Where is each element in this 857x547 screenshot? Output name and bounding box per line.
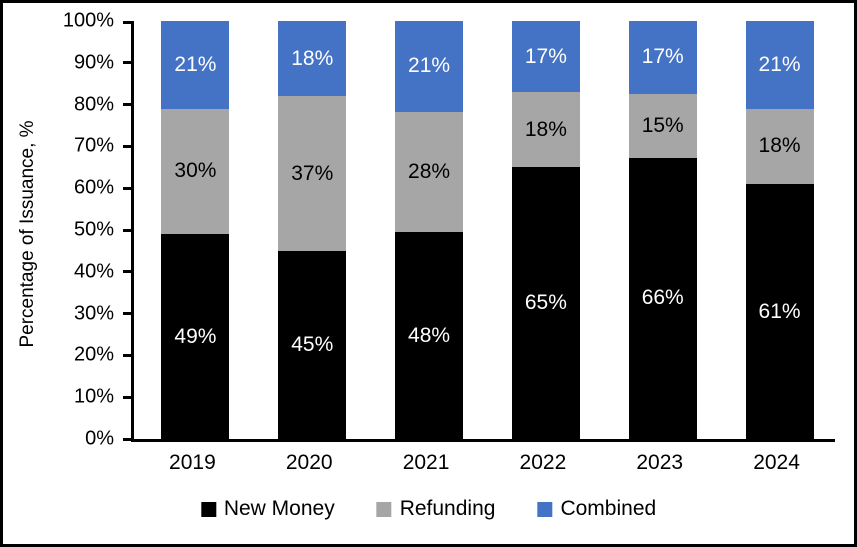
- data-label: 48%: [408, 323, 451, 347]
- y-axis-tick: [123, 21, 131, 24]
- bar-slot-2019: 21% 30% 49%: [137, 21, 254, 439]
- bar-slot-2023: 17% 15% 66%: [604, 21, 721, 439]
- y-axis-tick: [123, 395, 131, 399]
- legend-item-combined: Combined: [537, 497, 656, 521]
- bar-segment-refunding-2019: 30%: [161, 108, 230, 235]
- legend-label: Refunding: [399, 497, 496, 520]
- data-label: 21%: [174, 52, 217, 76]
- bar-2022: 17% 18% 65%: [511, 21, 580, 439]
- data-label: 17%: [641, 45, 684, 69]
- y-axis-tick-label: 10%: [73, 385, 114, 408]
- data-label: 21%: [758, 52, 801, 76]
- y-axis-tick: [123, 353, 131, 357]
- data-label: 30%: [174, 159, 217, 183]
- data-label: 37%: [291, 161, 334, 185]
- legend-label: Combined: [560, 497, 657, 520]
- data-label: 18%: [758, 134, 801, 158]
- legend-swatch-icon: [200, 501, 216, 517]
- bar-segment-combined-2020: 18%: [278, 21, 347, 97]
- y-axis-tick-label: 90%: [73, 51, 114, 74]
- y-axis-tick: [123, 144, 131, 148]
- legend-label: New Money: [223, 497, 335, 520]
- y-axis-tick: [123, 312, 131, 316]
- bar-slot-2020: 18% 37% 45%: [254, 21, 371, 439]
- x-axis-labels: 2019 2020 2021 2022 2023 2024: [134, 451, 835, 475]
- bar-segment-refunding-2020: 37%: [278, 96, 347, 251]
- y-axis-tick-label: 40%: [73, 260, 114, 283]
- bar-segment-refunding-2024: 18%: [745, 108, 814, 185]
- y-axis-tick-label: 60%: [73, 176, 114, 199]
- bar-2024: 21% 18% 61%: [745, 21, 814, 439]
- data-label: 65%: [524, 291, 567, 315]
- bar-2021: 21% 28% 48%: [395, 21, 464, 439]
- data-label: 21%: [408, 54, 451, 78]
- y-axis-tick-label: 70%: [73, 134, 114, 157]
- y-axis-title: Percentage of Issuance, %: [17, 120, 38, 348]
- data-label: 18%: [291, 46, 334, 70]
- bar-segment-refunding-2023: 15%: [628, 93, 697, 158]
- bar-slot-2024: 21% 18% 61%: [721, 21, 838, 439]
- bar-segment-refunding-2021: 28%: [395, 111, 464, 233]
- data-label: 66%: [641, 286, 684, 310]
- bar-2019: 21% 30% 49%: [161, 21, 230, 439]
- chart-legend: New Money Refunding Combined: [200, 497, 656, 521]
- bar-segment-refunding-2022: 18%: [511, 92, 580, 168]
- bar-slot-2022: 17% 18% 65%: [487, 21, 604, 439]
- y-axis-tick-label: 20%: [73, 343, 114, 366]
- y-axis-tick: [123, 103, 131, 107]
- x-axis-label-2022: 2022: [519, 451, 567, 474]
- y-axis-tick: [123, 270, 131, 274]
- data-label: 61%: [758, 299, 801, 323]
- data-label: 49%: [174, 324, 217, 348]
- bar-2020: 18% 37% 45%: [278, 21, 347, 439]
- x-axis-label-2023: 2023: [636, 451, 684, 474]
- data-label: 45%: [291, 332, 334, 356]
- bar-slot-2021: 21% 28% 48%: [371, 21, 488, 439]
- x-axis-label-2019: 2019: [169, 451, 216, 474]
- bar-segment-new-money-2021: 48%: [395, 232, 464, 439]
- plot-area: 21% 30% 49% 18% 37% 45% 21% 28% 48% 17% 18% 65% 17% 1…: [123, 21, 838, 442]
- legend-swatch-icon: [537, 501, 553, 517]
- bar-segment-new-money-2019: 49%: [161, 234, 230, 439]
- bar-2023: 17% 15% 66%: [628, 21, 697, 439]
- x-axis-label-2021: 2021: [402, 451, 450, 474]
- bar-segment-combined-2022: 17%: [511, 21, 580, 93]
- bar-segment-combined-2021: 21%: [395, 21, 464, 112]
- y-axis-tick-label: 50%: [73, 218, 114, 241]
- y-axis-tick: [123, 228, 131, 232]
- bar-segment-combined-2019: 21%: [161, 21, 230, 109]
- data-label: 17%: [524, 44, 567, 68]
- x-axis-label-2020: 2020: [285, 451, 333, 474]
- bar-segment-new-money-2020: 45%: [278, 250, 347, 439]
- x-axis-label-2024: 2024: [753, 451, 800, 474]
- y-axis-tick: [123, 61, 131, 65]
- data-label: 15%: [641, 113, 684, 137]
- legend-item-new-money: New Money: [200, 497, 335, 521]
- bars-row: 21% 30% 49% 18% 37% 45% 21% 28% 48% 17% 18% 65% 17% 1…: [137, 21, 838, 439]
- y-axis-tick-label: 0%: [85, 427, 114, 450]
- y-axis-tick-label: 80%: [73, 93, 114, 116]
- data-label: 18%: [524, 117, 567, 141]
- y-axis-tick-label: 100%: [62, 9, 114, 32]
- bar-segment-new-money-2023: 66%: [628, 157, 697, 439]
- legend-swatch-icon: [376, 501, 392, 517]
- bar-segment-combined-2023: 17%: [628, 21, 697, 94]
- y-axis-tick: [123, 437, 131, 441]
- legend-item-refunding: Refunding: [376, 497, 496, 521]
- bar-segment-new-money-2022: 65%: [511, 167, 580, 439]
- y-axis-tick-label: 30%: [73, 302, 114, 325]
- y-axis-tick: [123, 186, 131, 190]
- bar-segment-combined-2024: 21%: [745, 21, 814, 109]
- bar-segment-new-money-2024: 61%: [745, 184, 814, 439]
- data-label: 28%: [408, 159, 451, 183]
